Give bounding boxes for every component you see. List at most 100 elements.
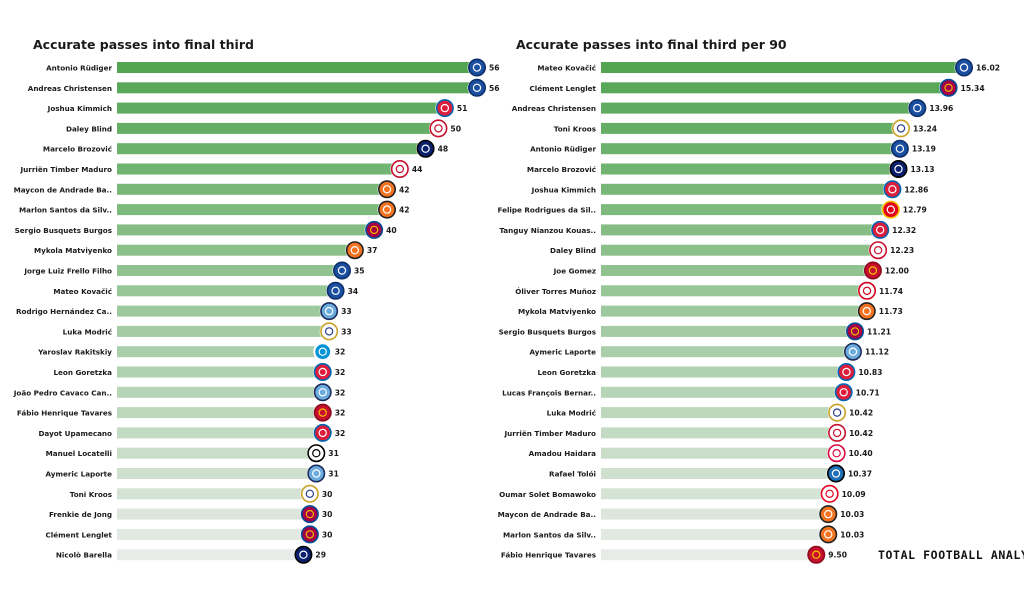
club-badge-icon <box>300 504 320 524</box>
bar <box>601 204 891 216</box>
bar-label: Maycon de Andrade Ba.. <box>498 510 596 519</box>
bar-label: Sergio Busquets Burgos <box>499 327 596 336</box>
bar-label: Amadou Haidara <box>529 449 596 458</box>
bar <box>601 163 899 175</box>
value-label: 12.79 <box>903 206 927 215</box>
bar <box>601 346 853 358</box>
club-badge-icon <box>868 240 888 260</box>
club-badge-icon <box>306 443 326 463</box>
club-badge-icon <box>870 220 890 240</box>
value-label: 31 <box>328 449 339 458</box>
club-badge-icon <box>836 362 856 382</box>
bar-label: Marcelo Brozović <box>527 165 596 174</box>
club-badge-icon <box>891 118 911 138</box>
value-label: 12.86 <box>904 185 928 194</box>
bar <box>601 285 868 297</box>
club-badge-icon <box>377 179 397 199</box>
value-label: 10.37 <box>848 470 872 479</box>
bar-label: Nicolò Barella <box>56 551 112 560</box>
bar <box>117 386 323 398</box>
bar-label: Leon Goretzka <box>537 368 596 377</box>
club-badge-icon <box>319 301 339 321</box>
bar <box>601 305 867 317</box>
bar <box>117 204 387 216</box>
bar-label: Mateo Kovačić <box>537 64 596 73</box>
club-badge-icon <box>313 382 333 402</box>
value-label: 48 <box>438 145 449 154</box>
bar <box>117 427 323 439</box>
bar <box>117 366 323 378</box>
bar <box>117 528 310 540</box>
club-badge-icon <box>818 524 838 544</box>
bar <box>117 244 355 256</box>
bar <box>117 163 400 175</box>
bar <box>601 325 856 337</box>
club-badge-icon <box>313 342 333 362</box>
club-badge-icon <box>882 179 902 199</box>
value-label: 33 <box>341 327 352 336</box>
chart-right: Accurate passes into final third per 90 … <box>497 0 1024 602</box>
bar-label: Marlon Santos da Silv.. <box>503 530 596 539</box>
value-label: 13.19 <box>912 145 936 154</box>
bar-label: Fábio Henrique Tavares <box>17 409 112 418</box>
bar-label: Lucas François Bernar.. <box>502 388 596 397</box>
value-label: 13.96 <box>929 104 953 113</box>
bar <box>117 224 375 236</box>
value-label: 12.32 <box>892 226 916 235</box>
bar-label: Daley Blind <box>66 124 112 133</box>
club-badge-icon <box>428 118 448 138</box>
club-badge-icon <box>293 545 313 565</box>
bar <box>601 265 873 276</box>
club-badge-icon <box>416 139 436 159</box>
value-label: 10.03 <box>840 510 864 519</box>
value-label: 11.12 <box>865 348 889 357</box>
club-badge-icon <box>954 58 974 77</box>
bar-label: Sergio Busquets Burgos <box>15 226 112 235</box>
club-badge-icon <box>300 484 320 504</box>
bar-label: Maycon de Andrade Ba.. <box>14 185 112 194</box>
bar <box>601 468 836 479</box>
bar-label: Luka Modrić <box>63 327 112 336</box>
bar <box>601 62 964 73</box>
bar-label: Leon Goretzka <box>53 368 112 377</box>
bar-label: Jurriën Timber Maduro <box>19 165 112 174</box>
club-badge-icon <box>834 382 854 402</box>
value-label: 9.50 <box>828 551 847 560</box>
bar-label: Joshua Kimmich <box>531 185 596 194</box>
club-badge-icon <box>467 78 487 98</box>
club-badge-icon <box>826 464 846 483</box>
club-badge-icon <box>881 200 901 220</box>
club-badge-icon <box>313 403 333 423</box>
value-label: 40 <box>386 226 397 235</box>
value-label: 42 <box>399 206 410 215</box>
bar <box>117 305 330 317</box>
value-label: 30 <box>322 510 333 519</box>
chart-left-svg: Antonio Rüdiger 56 Andreas Christensen 56 Jo… <box>13 58 500 565</box>
value-label: 13.24 <box>913 124 937 133</box>
bar <box>601 447 837 459</box>
bar <box>117 143 426 155</box>
club-badge-icon <box>827 443 847 463</box>
club-badge-icon <box>939 78 959 98</box>
bar <box>601 366 847 378</box>
bar <box>117 447 317 459</box>
value-label: 37 <box>367 246 378 255</box>
club-badge-icon <box>843 342 863 362</box>
bar-label: Daley Blind <box>550 246 596 255</box>
bar <box>117 122 439 134</box>
bar-label: Marcelo Brozović <box>43 145 112 154</box>
bar <box>117 102 445 114</box>
bar-label: Manuel Locatelli <box>46 449 112 458</box>
club-badge-icon <box>326 281 346 301</box>
club-badge-icon <box>377 200 397 220</box>
bar-label: Jurriën Timber Maduro <box>503 429 596 438</box>
value-label: 50 <box>450 124 461 133</box>
club-badge-icon <box>889 159 909 179</box>
club-badge-icon <box>827 423 847 443</box>
value-label: 30 <box>322 530 333 539</box>
value-label: 32 <box>335 409 346 418</box>
bar-label: Andreas Christensen <box>28 84 112 93</box>
bar <box>601 82 949 94</box>
bar-label: Tanguy Nianzou Kouas.. <box>499 226 596 235</box>
bar-label: Joshua Kimmich <box>47 104 112 113</box>
